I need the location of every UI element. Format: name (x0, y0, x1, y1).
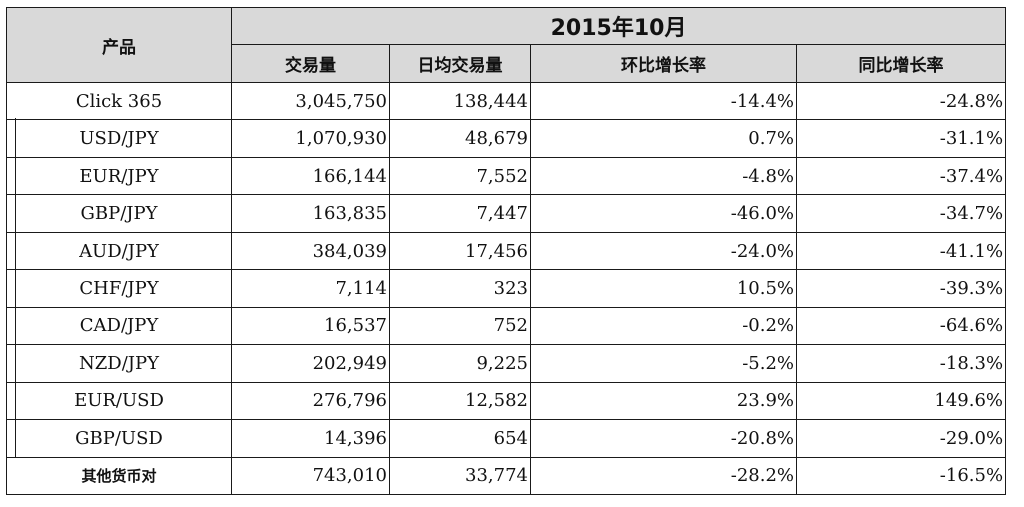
yoy-growth-cell: 149.6% (795, 381, 1007, 421)
volume-cell: 16,537 (231, 306, 390, 346)
table-row: Click 365 3,045,750 138,444 -14.4% -24.8… (6, 81, 1007, 121)
mom-growth-cell: -24.0% (530, 231, 797, 271)
table-row: 其他货币对 743,010 33,774 -28.2% -16.5% (6, 456, 1007, 496)
volume-cell: 14,396 (231, 419, 390, 458)
table-row: GBP/USD 14,396 654 -20.8% -29.0% (6, 419, 1007, 458)
yoy-growth-cell: -16.5% (795, 456, 1007, 496)
product-cell: Click 365 (6, 81, 232, 121)
table-row: CAD/JPY 16,537 752 -0.2% -64.6% (6, 306, 1007, 346)
yoy-growth-cell: -64.6% (795, 306, 1007, 346)
product-cell: EUR/JPY (6, 156, 232, 196)
volume-cell: 7,114 (231, 269, 390, 308)
volume-cell: 743,010 (231, 456, 390, 496)
product-cell: 其他货币对 (6, 456, 232, 496)
yoy-growth-cell: -31.1% (795, 119, 1007, 158)
mom-growth-cell: -20.8% (530, 419, 797, 458)
table-row: EUR/USD 276,796 12,582 23.9% 149.6% (6, 381, 1007, 421)
volume-column-header: 交易量 (231, 44, 390, 83)
daily-average-cell: 323 (389, 269, 531, 308)
yoy-growth-cell: -24.8% (795, 81, 1007, 121)
table-row: GBP/JPY 163,835 7,447 -46.0% -34.7% (6, 194, 1007, 233)
mom-growth-cell: 0.7% (530, 119, 797, 158)
daily-average-cell: 17,456 (389, 231, 531, 271)
yoy-growth-cell: -41.1% (795, 231, 1007, 271)
daily-average-cell: 7,447 (389, 194, 531, 233)
yoy-growth-column-header: 同比增长率 (795, 44, 1007, 83)
yoy-growth-cell: -18.3% (795, 344, 1007, 383)
mom-growth-cell: -5.2% (530, 344, 797, 383)
row-guide-line (15, 118, 16, 458)
daily-average-cell: 9,225 (389, 344, 531, 383)
mom-growth-column-header: 环比增长率 (530, 44, 797, 83)
daily-average-cell: 138,444 (389, 81, 531, 121)
mom-growth-cell: -28.2% (530, 456, 797, 496)
mom-growth-cell: -14.4% (530, 81, 797, 121)
trading-volume-table: 产品 2015年10月 交易量 日均交易量 环比增长率 同比增长率 Click … (6, 7, 1007, 496)
volume-cell: 384,039 (231, 231, 390, 271)
volume-cell: 163,835 (231, 194, 390, 233)
volume-cell: 276,796 (231, 381, 390, 421)
table-row: EUR/JPY 166,144 7,552 -4.8% -37.4% (6, 156, 1007, 196)
mom-growth-cell: -4.8% (530, 156, 797, 196)
yoy-growth-cell: -29.0% (795, 419, 1007, 458)
daily-average-cell: 33,774 (389, 456, 531, 496)
trading-volume-table-container: 产品 2015年10月 交易量 日均交易量 环比增长率 同比增长率 Click … (6, 7, 1007, 496)
volume-cell: 1,070,930 (231, 119, 390, 158)
mom-growth-cell: -46.0% (530, 194, 797, 233)
product-cell: CAD/JPY (6, 306, 232, 346)
mom-growth-cell: 10.5% (530, 269, 797, 308)
daily-average-cell: 12,582 (389, 381, 531, 421)
mom-growth-cell: 23.9% (530, 381, 797, 421)
volume-cell: 202,949 (231, 344, 390, 383)
product-cell: EUR/USD (6, 381, 232, 421)
yoy-growth-cell: -39.3% (795, 269, 1007, 308)
product-cell: NZD/JPY (6, 344, 232, 383)
table-row: AUD/JPY 384,039 17,456 -24.0% -41.1% (6, 231, 1007, 271)
yoy-growth-cell: -34.7% (795, 194, 1007, 233)
table-row: NZD/JPY 202,949 9,225 -5.2% -18.3% (6, 344, 1007, 383)
daily-average-column-header: 日均交易量 (389, 44, 531, 83)
volume-cell: 166,144 (231, 156, 390, 196)
product-cell: AUD/JPY (6, 231, 232, 271)
product-cell: GBP/USD (6, 419, 232, 458)
period-header: 2015年10月 (230, 7, 1007, 45)
mom-growth-cell: -0.2% (530, 306, 797, 346)
daily-average-cell: 48,679 (389, 119, 531, 158)
product-column-header: 产品 (6, 7, 232, 83)
daily-average-cell: 654 (389, 419, 531, 458)
yoy-growth-cell: -37.4% (795, 156, 1007, 196)
daily-average-cell: 7,552 (389, 156, 531, 196)
table-row: CHF/JPY 7,114 323 10.5% -39.3% (6, 269, 1007, 308)
daily-average-cell: 752 (389, 306, 531, 346)
product-cell: CHF/JPY (6, 269, 232, 308)
product-cell: USD/JPY (6, 119, 232, 158)
product-cell: GBP/JPY (6, 194, 232, 233)
volume-cell: 3,045,750 (231, 81, 390, 121)
table-row: USD/JPY 1,070,930 48,679 0.7% -31.1% (6, 119, 1007, 158)
